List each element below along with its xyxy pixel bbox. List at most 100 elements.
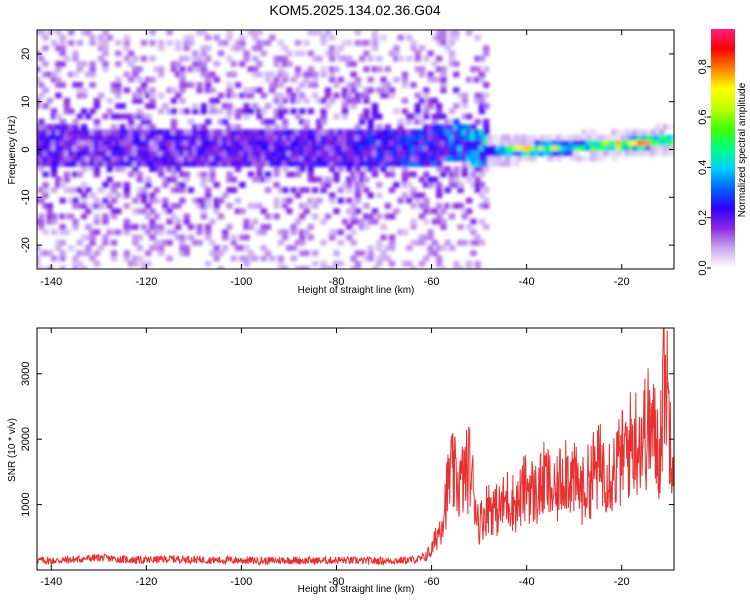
heatmap-cell bbox=[166, 30, 173, 36]
heatmap-cell bbox=[410, 145, 417, 151]
heatmap-cell bbox=[72, 55, 79, 62]
heatmap-cell bbox=[384, 245, 392, 251]
heatmap-cell bbox=[140, 134, 148, 141]
heatmap-cell bbox=[277, 150, 285, 157]
heatmap-cell bbox=[213, 150, 220, 157]
heatmap-cell bbox=[564, 134, 571, 141]
heatmap-cell bbox=[226, 113, 233, 120]
heatmap-cell bbox=[72, 118, 79, 125]
heatmap-cell bbox=[538, 134, 546, 141]
heatmap-cell bbox=[444, 45, 451, 52]
heatmap-cell bbox=[115, 229, 122, 236]
heatmap-cell bbox=[102, 160, 109, 167]
heatmap-cell bbox=[239, 139, 246, 146]
heatmap-cell bbox=[247, 150, 255, 157]
heatmap-cell bbox=[42, 103, 49, 109]
heatmap-cell bbox=[423, 181, 430, 188]
heatmap-cell bbox=[187, 150, 195, 157]
heatmap-cell bbox=[350, 97, 357, 104]
heatmap-cell bbox=[624, 129, 631, 136]
heatmap-cell bbox=[247, 134, 255, 141]
heatmap-cell bbox=[658, 139, 665, 146]
heatmap-cell bbox=[183, 55, 190, 62]
heatmap-cell bbox=[431, 113, 439, 120]
heatmap-cell bbox=[55, 181, 62, 188]
heatmap-cell bbox=[358, 155, 366, 162]
heatmap-cell bbox=[354, 40, 362, 46]
heatmap-cell bbox=[153, 187, 160, 194]
heatmap-cell bbox=[281, 118, 289, 125]
heatmap-cell bbox=[239, 40, 246, 46]
heatmap-cell bbox=[149, 245, 156, 251]
heatmap-cell bbox=[354, 30, 362, 36]
heatmap-cell bbox=[200, 61, 208, 67]
heatmap-cell bbox=[414, 239, 421, 246]
heatmap-cell bbox=[85, 113, 92, 120]
heatmap-cell bbox=[55, 66, 62, 73]
heatmap-cell bbox=[448, 176, 456, 183]
heatmap-cell bbox=[435, 192, 443, 199]
heatmap-cell bbox=[290, 108, 297, 115]
heatmap-cell bbox=[354, 260, 362, 267]
heatmap-cell bbox=[410, 150, 417, 157]
heatmap-cell bbox=[354, 250, 362, 257]
heatmap-cell bbox=[341, 139, 349, 146]
heatmap-cell bbox=[363, 255, 370, 262]
heatmap-cell bbox=[423, 160, 430, 167]
heatmap-cell bbox=[264, 71, 272, 78]
heatmap-cell bbox=[213, 245, 220, 251]
heatmap-cell bbox=[350, 155, 357, 162]
heatmap-cell bbox=[307, 71, 315, 78]
heatmap-cell bbox=[187, 129, 195, 136]
heatmap-cell bbox=[324, 87, 332, 94]
heatmap-cell bbox=[59, 266, 66, 269]
heatmap-cell bbox=[401, 139, 409, 146]
heatmap-cell bbox=[504, 150, 511, 157]
colorbar-tick-label: 0.8 bbox=[697, 59, 709, 74]
heatmap-cell bbox=[226, 187, 233, 194]
heatmap-cell bbox=[465, 197, 473, 204]
heatmap-cell bbox=[333, 176, 340, 183]
heatmap-cell bbox=[196, 124, 203, 130]
heatmap-cell bbox=[585, 139, 593, 146]
heatmap-cell bbox=[320, 239, 327, 246]
heatmap-cell bbox=[521, 134, 528, 141]
heatmap-cell bbox=[213, 139, 220, 146]
heatmap-cell bbox=[303, 71, 310, 78]
heatmap-cell bbox=[320, 218, 327, 225]
heatmap-cell bbox=[435, 108, 443, 115]
heatmap-cell bbox=[204, 224, 212, 230]
heatmap-cell bbox=[611, 129, 618, 136]
heatmap-cell bbox=[106, 166, 113, 172]
heatmap-cell bbox=[157, 108, 165, 115]
heatmap-cell bbox=[589, 150, 597, 157]
heatmap-cell bbox=[110, 124, 118, 130]
heatmap-cell bbox=[200, 134, 208, 141]
heatmap-cell bbox=[145, 124, 152, 130]
heatmap-cell bbox=[376, 145, 383, 151]
heatmap-cell bbox=[140, 40, 148, 46]
heatmap-cell bbox=[371, 40, 379, 46]
heatmap-cell bbox=[256, 160, 263, 167]
heatmap-cell bbox=[136, 192, 143, 199]
heatmap-cell bbox=[80, 87, 88, 94]
heatmap-cell bbox=[367, 76, 374, 83]
heatmap-cell bbox=[204, 129, 212, 136]
heatmap-cell bbox=[234, 129, 242, 136]
heatmap-cell bbox=[354, 166, 362, 172]
heatmap-cell bbox=[230, 187, 238, 194]
heatmap-cell bbox=[393, 55, 400, 62]
heatmap-cell bbox=[179, 187, 186, 194]
heatmap-cell bbox=[149, 92, 156, 99]
heatmap-cell bbox=[55, 139, 62, 146]
heatmap-cell bbox=[299, 155, 306, 162]
heatmap-cell bbox=[123, 192, 131, 199]
heatmap-cell bbox=[234, 82, 242, 88]
heatmap-cell bbox=[431, 76, 439, 83]
heatmap-cell bbox=[269, 139, 276, 146]
heatmap-cell bbox=[350, 266, 357, 269]
heatmap-cell bbox=[157, 40, 165, 46]
heatmap-cell bbox=[465, 266, 473, 269]
heatmap-cell bbox=[384, 66, 392, 73]
heatmap-cell bbox=[153, 239, 160, 246]
